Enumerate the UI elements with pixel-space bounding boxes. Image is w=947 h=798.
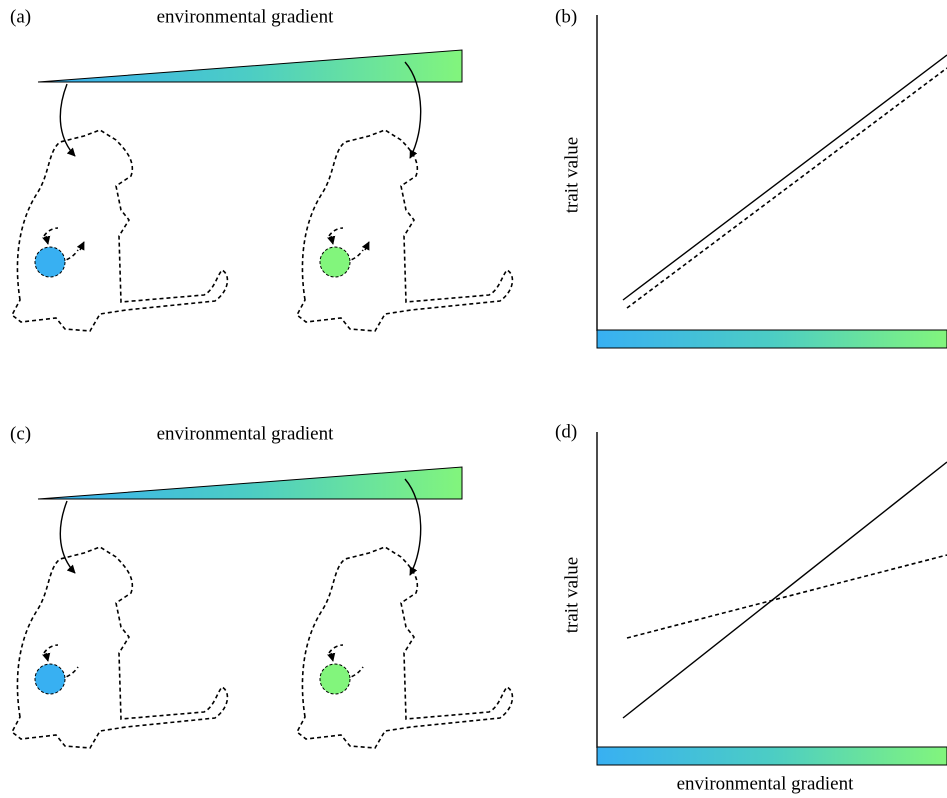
arrow: [365, 242, 369, 250]
arrow: [46, 653, 48, 661]
gradient-bar: [597, 747, 947, 765]
gradient-bar: [597, 330, 947, 348]
rat-outline: [297, 130, 512, 331]
y-axis-label: trait value: [561, 137, 582, 214]
trend-line: [623, 55, 947, 300]
rat-outline: [12, 130, 227, 331]
panel-label: (c): [10, 423, 31, 444]
arrow: [46, 236, 48, 244]
organ: [35, 247, 65, 277]
x-axis-label: environmental gradient: [677, 773, 854, 794]
arrow: [331, 653, 333, 661]
panel-label: (d): [555, 421, 577, 442]
arrow: [80, 242, 84, 250]
panel-title: environmental gradient: [157, 423, 334, 444]
trend-line: [623, 462, 947, 718]
arrow: [331, 236, 333, 244]
rat-outline: [297, 547, 512, 748]
gradient-wedge: [38, 467, 462, 499]
organ: [35, 664, 65, 694]
organ: [320, 247, 350, 277]
rat-outline: [12, 547, 227, 748]
y-axis-label: trait value: [561, 557, 582, 634]
arrow: [60, 501, 75, 573]
gradient-wedge: [38, 50, 462, 82]
panel-label: (a): [10, 6, 31, 27]
panel-title: environmental gradient: [157, 6, 334, 27]
arrow: [60, 84, 75, 156]
panel-label: (b): [555, 6, 577, 27]
trend-line: [627, 555, 947, 638]
trend-line: [627, 68, 947, 308]
organ: [320, 664, 350, 694]
figure: (a) environmental gradient (b) trait val…: [0, 0, 947, 798]
